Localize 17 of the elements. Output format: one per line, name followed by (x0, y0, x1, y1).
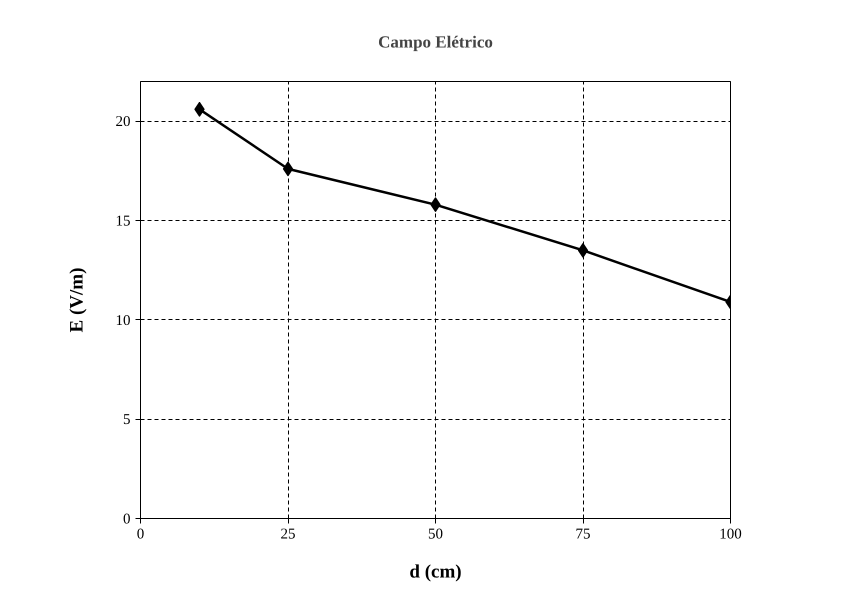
y-tick-label: 10 (116, 312, 130, 329)
x-tick-label: 25 (280, 526, 296, 542)
x-axis-title: d (cm) (409, 562, 462, 582)
point (430, 197, 441, 212)
y-axis-title: E (V/m) (66, 268, 88, 332)
y-tick-label: 15 (116, 214, 130, 230)
x-tick-label: 50 (428, 526, 443, 542)
x-tick-label: 100 (719, 526, 742, 542)
x-tick-label: 0 (136, 526, 144, 542)
chart-title: Campo Elétrico (378, 32, 493, 52)
y-tick-label: 20 (116, 114, 130, 130)
y-tick-label: 0 (123, 512, 130, 528)
point (282, 161, 294, 176)
point (578, 242, 588, 258)
x-tick-label: 75 (576, 526, 590, 542)
y-tick-label: 5 (123, 412, 130, 428)
point (194, 102, 205, 117)
